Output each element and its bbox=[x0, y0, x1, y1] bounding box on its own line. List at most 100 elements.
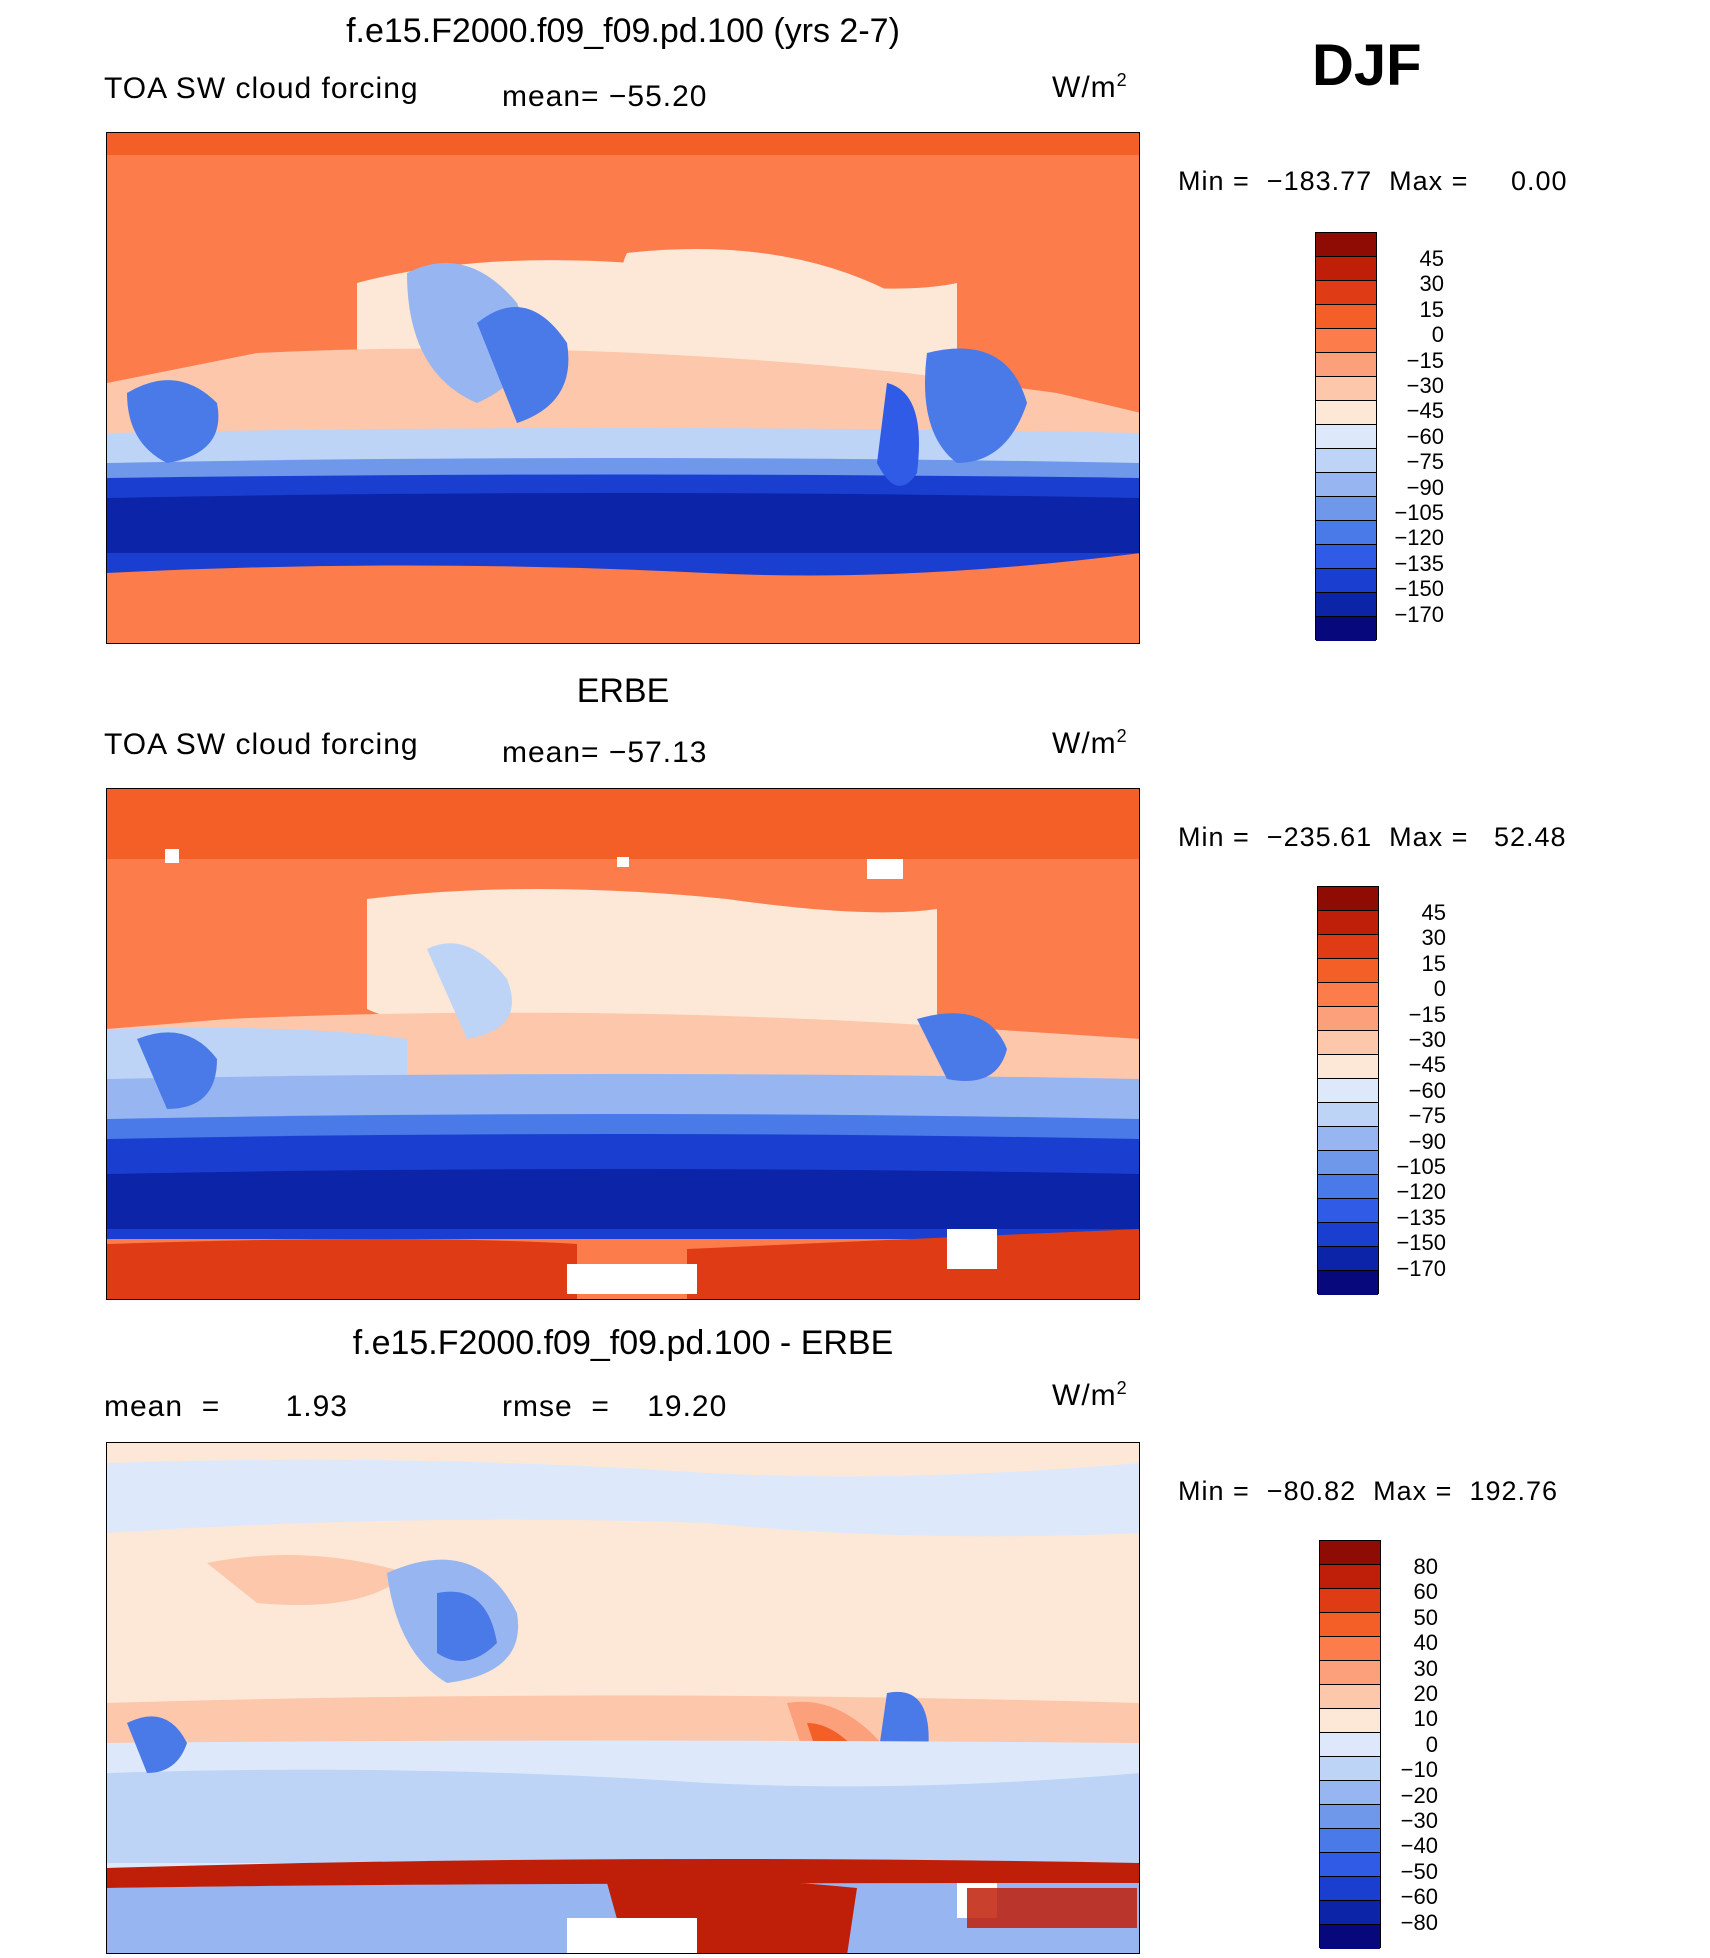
panel-2-colorbar-ticks: 45 30 15 0 −15 −30 −45 −60 −75 −90 −105 −120 −135 −15… bbox=[1366, 900, 1446, 1281]
panel-2-minmax: Min = −235.61 Max = 52.48 bbox=[1178, 822, 1567, 852]
panel-1-field-label: TOA SW cloud forcing bbox=[104, 72, 419, 105]
cbar3-swatch bbox=[1320, 1757, 1380, 1781]
cbar3-swatch bbox=[1320, 1829, 1380, 1853]
colorbar-tick-label: −150 bbox=[1396, 1230, 1446, 1256]
panel-1-map bbox=[106, 132, 1140, 644]
cbar2-swatch bbox=[1318, 1151, 1378, 1175]
cbar3-swatch bbox=[1320, 1901, 1380, 1925]
colorbar-tick-label: −105 bbox=[1396, 1154, 1446, 1180]
colorbar-tick-label: 10 bbox=[1413, 1706, 1438, 1732]
cbar1-swatch bbox=[1316, 473, 1376, 497]
colorbar-tick-label: 50 bbox=[1413, 1604, 1438, 1630]
panel-3-units: W/m2 bbox=[1052, 1378, 1128, 1412]
colorbar-tick-label: −90 bbox=[1408, 1128, 1446, 1154]
colorbar-tick-label: −135 bbox=[1394, 550, 1444, 576]
cbar1-swatch bbox=[1316, 329, 1376, 353]
cbar2-swatch bbox=[1318, 1007, 1378, 1031]
cbar2-swatch bbox=[1318, 1055, 1378, 1079]
colorbar-tick-label: −45 bbox=[1406, 398, 1444, 424]
panel-3-colorbar-ticks: 80 60 50 40 30 20 10 0 −10 −20 −30 −40 −50 −60 −80 bbox=[1358, 1554, 1438, 1935]
cbar1-swatch bbox=[1316, 377, 1376, 401]
cbar3-swatch bbox=[1320, 1925, 1380, 1949]
colorbar-tick-label: 30 bbox=[1413, 1655, 1438, 1681]
colorbar-tick-label: −60 bbox=[1406, 423, 1444, 449]
cbar2-swatch bbox=[1318, 887, 1378, 911]
colorbar-tick-label: −75 bbox=[1408, 1103, 1446, 1129]
cbar1-swatch bbox=[1316, 233, 1376, 257]
cbar2-swatch bbox=[1318, 1223, 1378, 1247]
colorbar-tick-label: 40 bbox=[1413, 1630, 1438, 1656]
colorbar-tick-label: −45 bbox=[1408, 1052, 1446, 1078]
panel-2-mean-label: mean= −57.13 bbox=[502, 736, 708, 769]
cbar3-swatch bbox=[1320, 1685, 1380, 1709]
cbar2-swatch bbox=[1318, 1247, 1378, 1271]
cbar2-swatch bbox=[1318, 1199, 1378, 1223]
panel-2-map-field bbox=[107, 789, 1139, 1299]
colorbar-tick-label: 15 bbox=[1419, 296, 1444, 322]
cbar3-swatch bbox=[1320, 1565, 1380, 1589]
panel-2-field-label: TOA SW cloud forcing bbox=[104, 728, 419, 761]
cbar3-swatch bbox=[1320, 1877, 1380, 1901]
cbar2-swatch bbox=[1318, 1103, 1378, 1127]
cbar2-swatch bbox=[1318, 911, 1378, 935]
panel-2-map bbox=[106, 788, 1140, 1300]
colorbar-tick-label: −170 bbox=[1396, 1255, 1446, 1281]
cbar1-swatch bbox=[1316, 521, 1376, 545]
colorbar-tick-label: −120 bbox=[1396, 1179, 1446, 1205]
panel-3-map-field bbox=[107, 1443, 1139, 1953]
panel-3-map bbox=[106, 1442, 1140, 1954]
cbar1-swatch bbox=[1316, 305, 1376, 329]
cbar3-swatch bbox=[1320, 1709, 1380, 1733]
cbar2-swatch bbox=[1318, 959, 1378, 983]
panel-1-colorbar bbox=[1315, 232, 1377, 641]
colorbar-tick-label: −60 bbox=[1408, 1077, 1446, 1103]
panel-1-title: f.e15.F2000.f09_f09.pd.100 (yrs 2-7) bbox=[346, 12, 900, 50]
colorbar-tick-label: −30 bbox=[1400, 1808, 1438, 1834]
colorbar-tick-label: −15 bbox=[1406, 347, 1444, 373]
cbar3-swatch bbox=[1320, 1541, 1380, 1565]
cbar3-swatch bbox=[1320, 1589, 1380, 1613]
panel-3-title: f.e15.F2000.f09_f09.pd.100 - ERBE bbox=[352, 1324, 894, 1362]
cbar3-swatch bbox=[1320, 1637, 1380, 1661]
cbar2-swatch bbox=[1318, 1031, 1378, 1055]
cbar1-swatch bbox=[1316, 449, 1376, 473]
cbar1-swatch bbox=[1316, 497, 1376, 521]
colorbar-tick-label: −75 bbox=[1406, 449, 1444, 475]
cbar2-swatch bbox=[1318, 1079, 1378, 1103]
colorbar-tick-label: 80 bbox=[1413, 1554, 1438, 1579]
colorbar-tick-label: −170 bbox=[1394, 601, 1444, 627]
panel-3-rmse-label: rmse = 19.20 bbox=[502, 1390, 728, 1423]
panel-2-units: W/m2 bbox=[1052, 726, 1128, 760]
panel-3-mean-label: mean = 1.93 bbox=[104, 1390, 348, 1423]
colorbar-tick-label: −80 bbox=[1400, 1909, 1438, 1935]
colorbar-tick-label: −60 bbox=[1400, 1884, 1438, 1910]
cbar2-swatch bbox=[1318, 935, 1378, 959]
colorbar-tick-label: 0 bbox=[1433, 976, 1446, 1002]
colorbar-tick-label: 30 bbox=[1419, 271, 1444, 297]
panel-1-mean-label: mean= −55.20 bbox=[502, 80, 708, 113]
cbar1-swatch bbox=[1316, 617, 1376, 641]
cbar1-swatch bbox=[1316, 593, 1376, 617]
colorbar-tick-label: −15 bbox=[1408, 1001, 1446, 1027]
panel-1-minmax: Min = −183.77 Max = 0.00 bbox=[1178, 166, 1568, 196]
colorbar-tick-label: −150 bbox=[1394, 576, 1444, 602]
cbar2-swatch bbox=[1318, 1271, 1378, 1295]
cbar1-swatch bbox=[1316, 425, 1376, 449]
colorbar-tick-label: −50 bbox=[1400, 1858, 1438, 1884]
cbar1-swatch bbox=[1316, 545, 1376, 569]
cbar1-swatch bbox=[1316, 257, 1376, 281]
cbar3-swatch bbox=[1320, 1781, 1380, 1805]
colorbar-tick-label: −120 bbox=[1394, 525, 1444, 551]
cbar1-swatch bbox=[1316, 281, 1376, 305]
colorbar-tick-label: 0 bbox=[1425, 1731, 1438, 1757]
cbar2-swatch bbox=[1318, 983, 1378, 1007]
colorbar-tick-label: −30 bbox=[1408, 1027, 1446, 1053]
colorbar-tick-label: 15 bbox=[1421, 950, 1446, 976]
panel-1-colorbar-ticks: 45 30 15 0 −15 −30 −45 −60 −75 −90 −105 −120 −135 −15… bbox=[1364, 246, 1444, 627]
panel-1-units: W/m2 bbox=[1052, 70, 1128, 104]
colorbar-tick-label: −90 bbox=[1406, 474, 1444, 500]
panel-2-colorbar bbox=[1317, 886, 1379, 1295]
panel-3-minmax: Min = −80.82 Max = 192.76 bbox=[1178, 1476, 1559, 1506]
colorbar-tick-label: 0 bbox=[1431, 322, 1444, 348]
colorbar-tick-label: −20 bbox=[1400, 1782, 1438, 1808]
